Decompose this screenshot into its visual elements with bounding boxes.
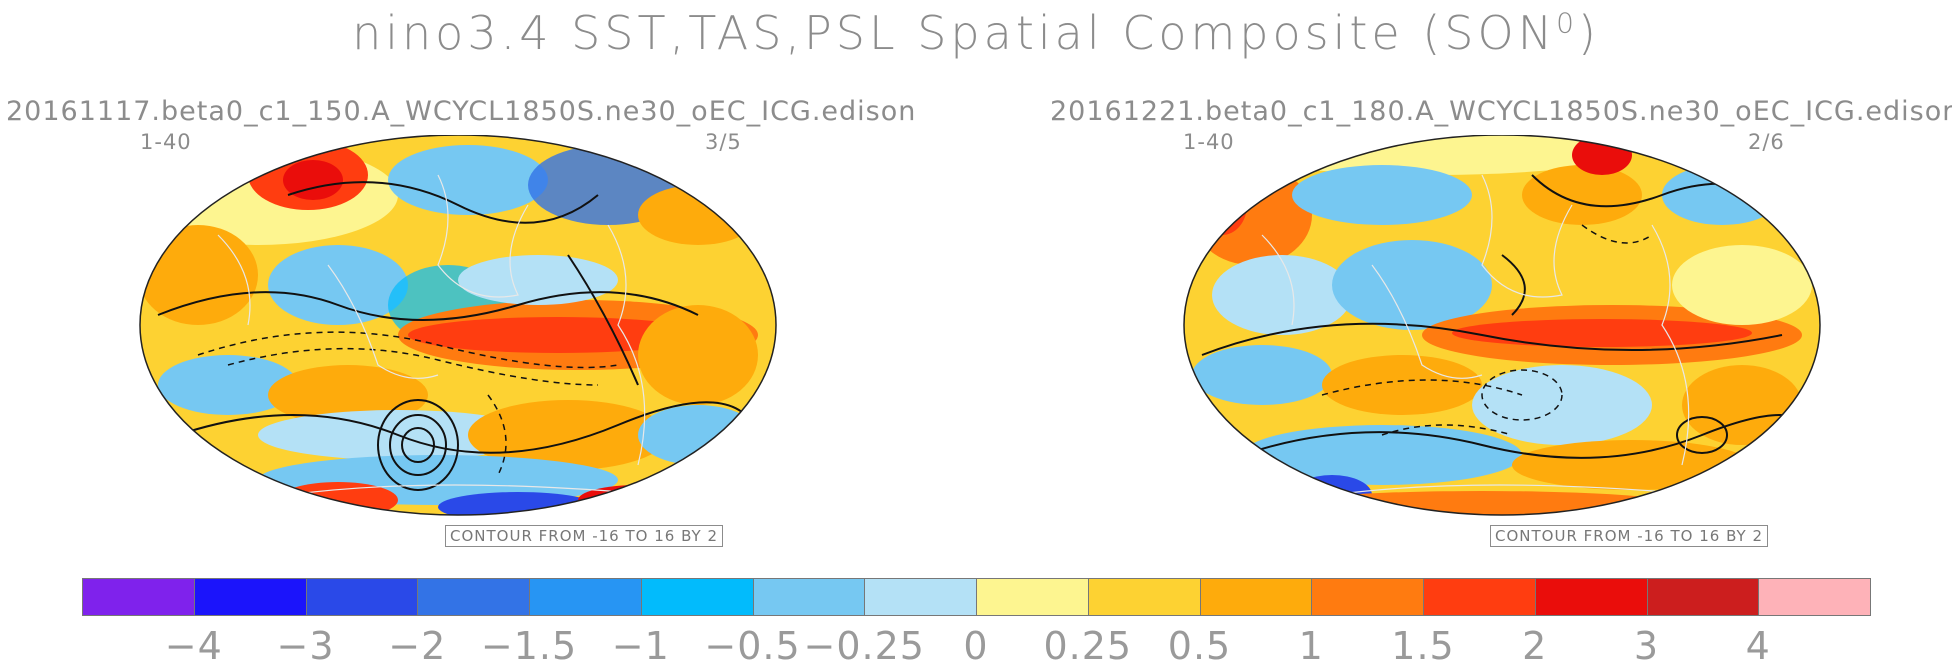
left-contour-label: CONTOUR FROM -16 TO 16 BY 2: [445, 525, 724, 547]
colorbar-segment: [864, 578, 977, 616]
colorbar-tick-label: −1: [611, 624, 670, 668]
colorbar-tick-label: 2: [1522, 624, 1548, 668]
left-map: [139, 135, 777, 516]
left-panel-case-title: 20161117.beta0_c1_150.A_WCYCL1850S.ne30_…: [6, 96, 917, 127]
colorbar-segment: [305, 578, 419, 616]
left-panel-count: 3/5: [705, 130, 742, 154]
colorbar-segment: [1311, 578, 1424, 616]
right-map: [1183, 135, 1821, 516]
figure-title: nino3.4 SST,TAS,PSL Spatial Composite (S…: [352, 6, 1600, 60]
colorbar-segment: [976, 578, 1089, 616]
colorbar-tick-label: 0.5: [1167, 624, 1232, 668]
colorbar-segment: [1646, 578, 1760, 616]
colorbar-segment: [82, 578, 195, 616]
colorbar-segment: [1534, 578, 1648, 616]
colorbar: [82, 578, 1871, 618]
colorbar-segment: [417, 578, 530, 616]
colorbar-tick-label: −3: [276, 624, 335, 668]
colorbar-tick-label: 1: [1298, 624, 1324, 668]
left-panel-years: 1-40: [140, 130, 192, 154]
colorbar-tick-label: −0.5: [704, 624, 801, 668]
colorbar-tick-label: 0.25: [1043, 624, 1133, 668]
colorbar-segment: [1758, 578, 1871, 616]
colorbar-segment: [1423, 578, 1536, 616]
colorbar-tick-label: 4: [1745, 624, 1771, 668]
right-contour-label: CONTOUR FROM -16 TO 16 BY 2: [1490, 525, 1769, 547]
right-panel-case-title: 20161221.beta0_c1_180.A_WCYCL1850S.ne30_…: [1050, 96, 1952, 127]
colorbar-tick-label: 0: [963, 624, 989, 668]
colorbar-segment: [752, 578, 866, 616]
colorbar-tick-label: −1.5: [480, 624, 578, 668]
right-panel-years: 1-40: [1183, 130, 1235, 154]
colorbar-tick-label: −4: [164, 624, 223, 668]
right-panel-count: 2/6: [1748, 130, 1785, 154]
colorbar-segment: [1199, 578, 1313, 616]
colorbar-segment: [529, 578, 642, 616]
colorbar-segment: [193, 578, 307, 616]
colorbar-tick-label: 1.5: [1391, 624, 1455, 668]
colorbar-tick-label: −0.25: [803, 624, 925, 668]
colorbar-segment: [640, 578, 754, 616]
colorbar-tick-label: −2: [388, 624, 447, 668]
colorbar-tick-label: 3: [1633, 624, 1660, 668]
colorbar-segment: [1087, 578, 1201, 616]
